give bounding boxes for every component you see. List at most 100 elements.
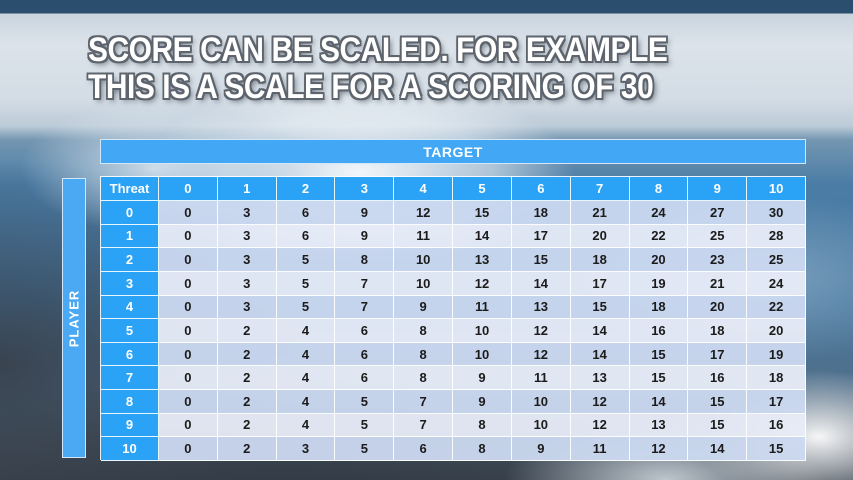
score-cell: 2 [217, 366, 277, 390]
score-cell: 0 [159, 201, 218, 225]
slide-title: SCORE CAN BE SCALED. FOR EXAMPLE THIS IS… [88, 32, 668, 106]
score-cell: 2 [217, 437, 277, 461]
score-cell: 9 [453, 366, 512, 390]
score-cell: 17 [747, 390, 806, 414]
column-header-cell: 9 [688, 177, 748, 201]
score-cell: 15 [629, 342, 689, 367]
score-cell: 12 [394, 201, 454, 225]
column-header-cell: 5 [453, 177, 512, 201]
score-cell: 2 [217, 390, 277, 414]
score-cell: 19 [747, 342, 806, 367]
row-header-cell: 3 [101, 271, 159, 296]
player-header-bar: PLAYER [62, 178, 86, 458]
score-cell: 28 [747, 224, 806, 249]
row-header-cell: 8 [101, 390, 159, 414]
score-cell: 3 [217, 224, 277, 249]
score-cell: 15 [747, 437, 806, 461]
score-cell: 9 [511, 437, 571, 461]
score-cell: 9 [335, 224, 395, 249]
score-cell: 4 [276, 319, 336, 343]
column-header-cell: 8 [629, 177, 689, 201]
score-cell: 20 [747, 319, 806, 343]
score-cell: 6 [335, 342, 395, 367]
column-header-cell: 3 [335, 177, 395, 201]
score-cell: 17 [511, 224, 571, 249]
score-cell: 13 [570, 366, 630, 390]
score-cell: 12 [453, 271, 512, 296]
score-cell: 0 [159, 271, 218, 296]
score-cell: 12 [511, 319, 571, 343]
score-cell: 3 [217, 295, 277, 320]
score-cell: 14 [688, 437, 748, 461]
score-cell: 10 [511, 413, 571, 438]
score-cell: 9 [335, 201, 395, 225]
row-header-cell: 10 [101, 437, 159, 461]
score-cell: 24 [747, 271, 806, 296]
score-cell: 5 [335, 437, 395, 461]
score-cell: 16 [747, 413, 806, 438]
score-cell: 14 [570, 319, 630, 343]
row-header-cell: 4 [101, 295, 159, 320]
score-cell: 10 [394, 248, 454, 272]
score-cell: 21 [570, 201, 630, 225]
score-cell: 10 [511, 390, 571, 414]
score-cell: 14 [511, 271, 571, 296]
row-header-cell: 0 [101, 201, 159, 225]
score-cell: 27 [688, 201, 748, 225]
score-cell: 5 [276, 248, 336, 272]
score-cell: 7 [394, 390, 454, 414]
score-cell: 15 [453, 201, 512, 225]
score-cell: 8 [453, 413, 512, 438]
score-cell: 0 [159, 366, 218, 390]
score-cell: 0 [159, 319, 218, 343]
score-cell: 14 [453, 224, 512, 249]
score-cell: 18 [629, 295, 689, 320]
score-cell: 15 [570, 295, 630, 320]
score-cell: 18 [688, 319, 748, 343]
score-cell: 4 [276, 390, 336, 414]
score-cell: 8 [335, 248, 395, 272]
target-label: TARGET [423, 143, 483, 160]
row-header-cell: 2 [101, 248, 159, 272]
score-cell: 5 [276, 271, 336, 296]
score-cell: 10 [394, 271, 454, 296]
score-cell: 16 [629, 319, 689, 343]
score-cell: 3 [217, 248, 277, 272]
score-cell: 20 [629, 248, 689, 272]
score-cell: 14 [570, 342, 630, 367]
score-cell: 8 [394, 319, 454, 343]
column-header-cell: 1 [217, 177, 277, 201]
column-header-cell: 6 [511, 177, 571, 201]
target-header-bar: TARGET [100, 139, 806, 164]
score-cell: 12 [629, 437, 689, 461]
score-cell: 3 [276, 437, 336, 461]
score-cell: 19 [629, 271, 689, 296]
score-cell: 22 [629, 224, 689, 249]
score-cell: 30 [747, 201, 806, 225]
score-cell: 25 [688, 224, 748, 249]
column-header-cell: 4 [394, 177, 454, 201]
score-cell: 11 [570, 437, 630, 461]
score-cell: 21 [688, 271, 748, 296]
score-cell: 11 [453, 295, 512, 320]
score-cell: 12 [570, 413, 630, 438]
score-cell: 8 [453, 437, 512, 461]
score-cell: 0 [159, 342, 218, 367]
row-header-cell: 5 [101, 319, 159, 343]
column-header-cell: 7 [570, 177, 630, 201]
score-cell: 15 [688, 390, 748, 414]
score-cell: 18 [511, 201, 571, 225]
score-cell: 6 [276, 201, 336, 225]
score-cell: 2 [217, 319, 277, 343]
column-header-cell: 10 [747, 177, 806, 201]
score-cell: 10 [453, 319, 512, 343]
score-cell: 6 [335, 319, 395, 343]
column-header-cell: 0 [159, 177, 218, 201]
score-cell: 7 [394, 413, 454, 438]
score-cell: 18 [747, 366, 806, 390]
score-cell: 5 [335, 413, 395, 438]
score-cell: 15 [629, 366, 689, 390]
score-cell: 18 [570, 248, 630, 272]
score-cell: 25 [747, 248, 806, 272]
